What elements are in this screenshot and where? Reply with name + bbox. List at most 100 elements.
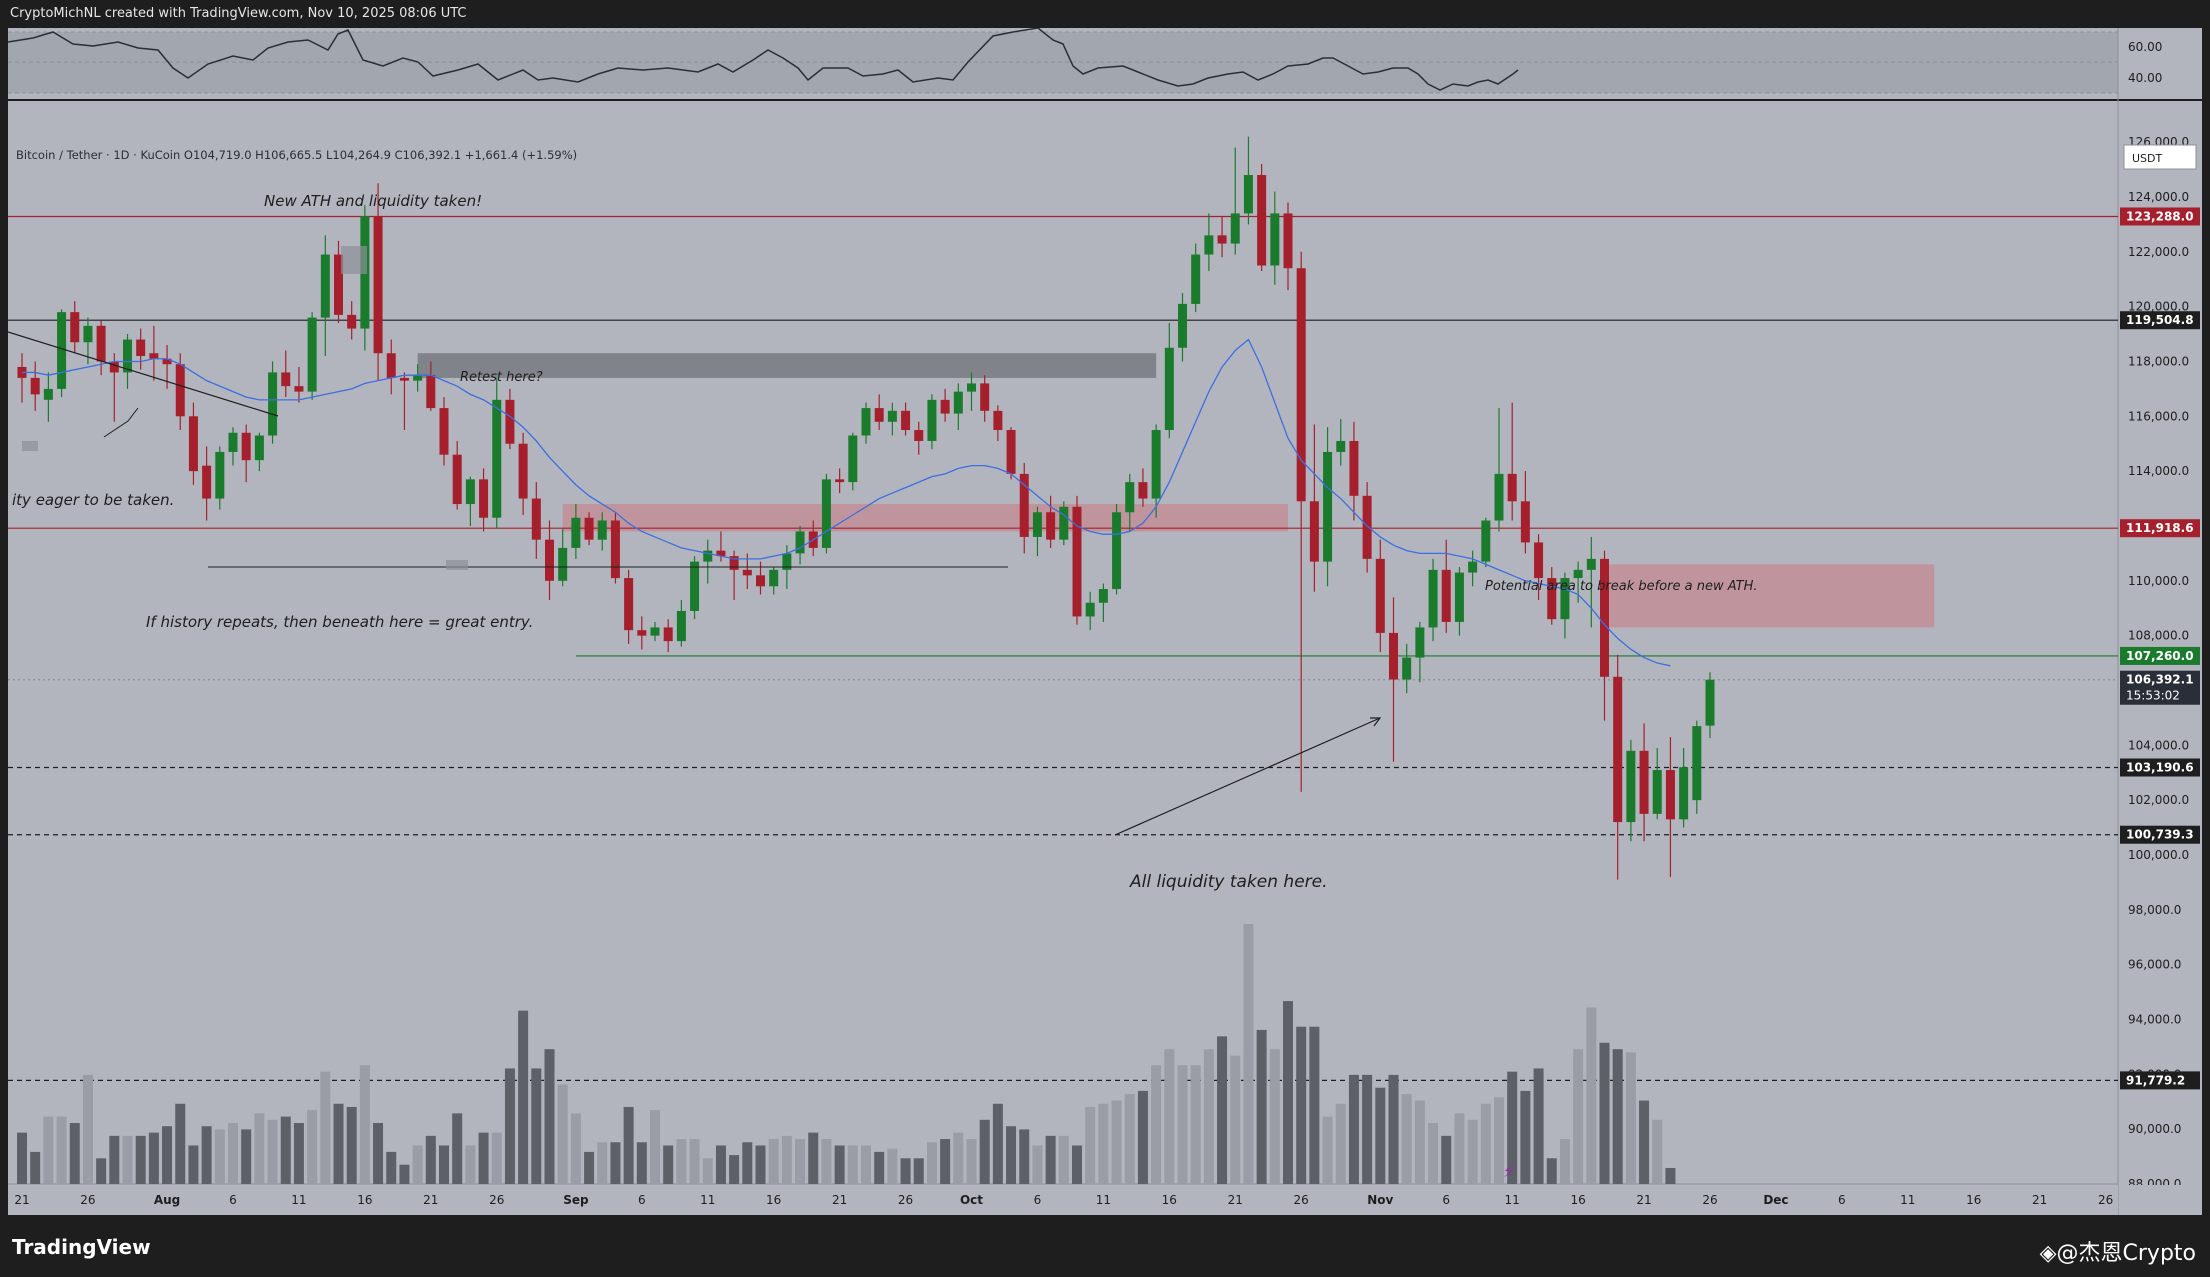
candle[interactable] (215, 446, 225, 510)
candle[interactable] (43, 372, 53, 422)
candle[interactable] (1191, 243, 1201, 313)
candle[interactable] (848, 432, 858, 491)
candle[interactable] (1692, 720, 1702, 814)
candle[interactable] (57, 309, 67, 398)
candle[interactable] (1665, 737, 1675, 877)
time-axis[interactable]: 21 26 Aug 6 11 16 21 26 Sep 6 11 16 21 26 Oct 6 11 16 21 26… (8, 1185, 2118, 1215)
candle[interactable] (1600, 550, 1609, 721)
candle[interactable] (1705, 672, 1715, 739)
candle[interactable] (479, 468, 489, 532)
candle[interactable] (70, 301, 80, 354)
candle[interactable] (1032, 506, 1042, 557)
candle[interactable] (1494, 408, 1504, 532)
candle[interactable] (610, 512, 620, 584)
candle[interactable] (571, 504, 581, 559)
candle[interactable] (901, 402, 911, 436)
candle[interactable] (1112, 504, 1122, 595)
candle[interactable] (584, 512, 594, 546)
candle[interactable] (347, 301, 357, 340)
candle[interactable] (1019, 462, 1029, 554)
candle[interactable] (1283, 202, 1293, 291)
candle[interactable] (545, 520, 554, 601)
candle[interactable] (228, 427, 238, 466)
candle[interactable] (887, 402, 897, 436)
candle[interactable] (1072, 495, 1082, 625)
candle[interactable] (268, 361, 278, 444)
candle[interactable] (1547, 567, 1557, 625)
candle[interactable] (1639, 723, 1649, 842)
candle[interactable] (1217, 216, 1227, 258)
candle[interactable] (294, 366, 304, 403)
candle[interactable] (650, 621, 660, 642)
candle[interactable] (96, 320, 106, 376)
candle[interactable] (386, 339, 396, 395)
candle[interactable] (1441, 539, 1451, 633)
candle[interactable] (1520, 471, 1530, 554)
candle[interactable] (1534, 534, 1544, 601)
candle[interactable] (320, 235, 330, 356)
candle[interactable] (1296, 251, 1306, 792)
candle[interactable] (1375, 539, 1385, 653)
candle[interactable] (413, 364, 423, 392)
candle[interactable] (175, 353, 185, 431)
price-axis[interactable]: 126,000.0124,000.0122,000.0120,000.0118,… (2119, 101, 2202, 1191)
candle[interactable] (1243, 136, 1253, 225)
candle[interactable] (426, 361, 436, 411)
candle[interactable] (1178, 292, 1187, 362)
candle[interactable] (465, 476, 475, 526)
candle[interactable] (492, 377, 502, 529)
candle[interactable] (967, 372, 976, 411)
candle[interactable] (1362, 482, 1372, 573)
candle[interactable] (1626, 739, 1636, 842)
candle[interactable] (1613, 654, 1623, 880)
candle[interactable] (1309, 424, 1319, 592)
candle[interactable] (1323, 427, 1333, 587)
candle[interactable] (30, 361, 40, 411)
candle[interactable] (927, 394, 937, 450)
candle[interactable] (663, 619, 673, 653)
candle[interactable] (202, 446, 212, 521)
candle[interactable] (703, 539, 713, 584)
candle[interactable] (1415, 621, 1425, 683)
candle[interactable] (1230, 147, 1240, 255)
candle[interactable] (1481, 517, 1491, 568)
candle[interactable] (953, 383, 963, 431)
candle[interactable] (1006, 427, 1016, 480)
candle[interactable] (1454, 567, 1464, 636)
candle[interactable] (1573, 561, 1583, 603)
candle[interactable] (1586, 536, 1596, 628)
candle[interactable] (1151, 424, 1161, 518)
candle[interactable] (874, 394, 884, 431)
candle[interactable] (624, 569, 634, 644)
lightning-icon[interactable]: ⚡ (1503, 1162, 1514, 1181)
candle[interactable] (1428, 558, 1438, 642)
candle[interactable] (1560, 572, 1570, 639)
candle[interactable] (505, 388, 515, 450)
candle[interactable] (1389, 597, 1398, 762)
chart-panel[interactable]: 60.00 40.00 ⚡ New ATH and liquidity take… (7, 27, 2202, 1215)
candle[interactable] (531, 482, 541, 559)
candle[interactable] (676, 600, 686, 647)
candle[interactable] (1257, 164, 1267, 271)
candle[interactable] (399, 372, 409, 431)
candle[interactable] (1164, 323, 1174, 439)
currency-badge[interactable]: USDT (2123, 144, 2197, 170)
candle[interactable] (1046, 495, 1056, 548)
candle[interactable] (334, 240, 343, 324)
candle[interactable] (1468, 550, 1478, 587)
candle[interactable] (1125, 473, 1135, 532)
candle[interactable] (1138, 468, 1148, 507)
candle[interactable] (1349, 421, 1359, 521)
candle[interactable] (1098, 583, 1108, 622)
candle[interactable] (439, 397, 449, 466)
candle[interactable] (914, 421, 924, 455)
candle[interactable] (1336, 419, 1346, 466)
candle[interactable] (993, 405, 1003, 441)
candle[interactable] (1270, 191, 1280, 285)
candle[interactable] (690, 556, 700, 620)
candle[interactable] (1652, 748, 1662, 820)
candle[interactable] (136, 328, 146, 370)
candle[interactable] (188, 402, 198, 485)
tradingview-logo[interactable]: TradingView (12, 1235, 151, 1259)
candle[interactable] (637, 616, 647, 650)
